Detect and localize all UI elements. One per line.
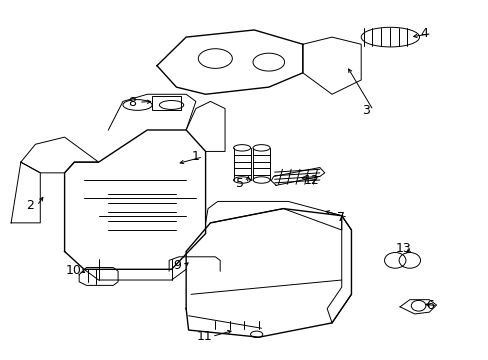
Text: 3: 3 [362,104,369,117]
Text: 9: 9 [173,259,181,272]
Text: 12: 12 [303,174,319,186]
Text: 7: 7 [336,211,344,224]
Text: 13: 13 [395,242,411,255]
Text: 1: 1 [192,150,200,163]
Text: 10: 10 [65,264,81,276]
Text: 4: 4 [420,27,427,40]
Text: 11: 11 [196,330,212,343]
Text: 6: 6 [426,299,433,312]
Text: 8: 8 [127,96,135,109]
Text: 2: 2 [25,199,34,212]
Text: 5: 5 [235,177,243,190]
